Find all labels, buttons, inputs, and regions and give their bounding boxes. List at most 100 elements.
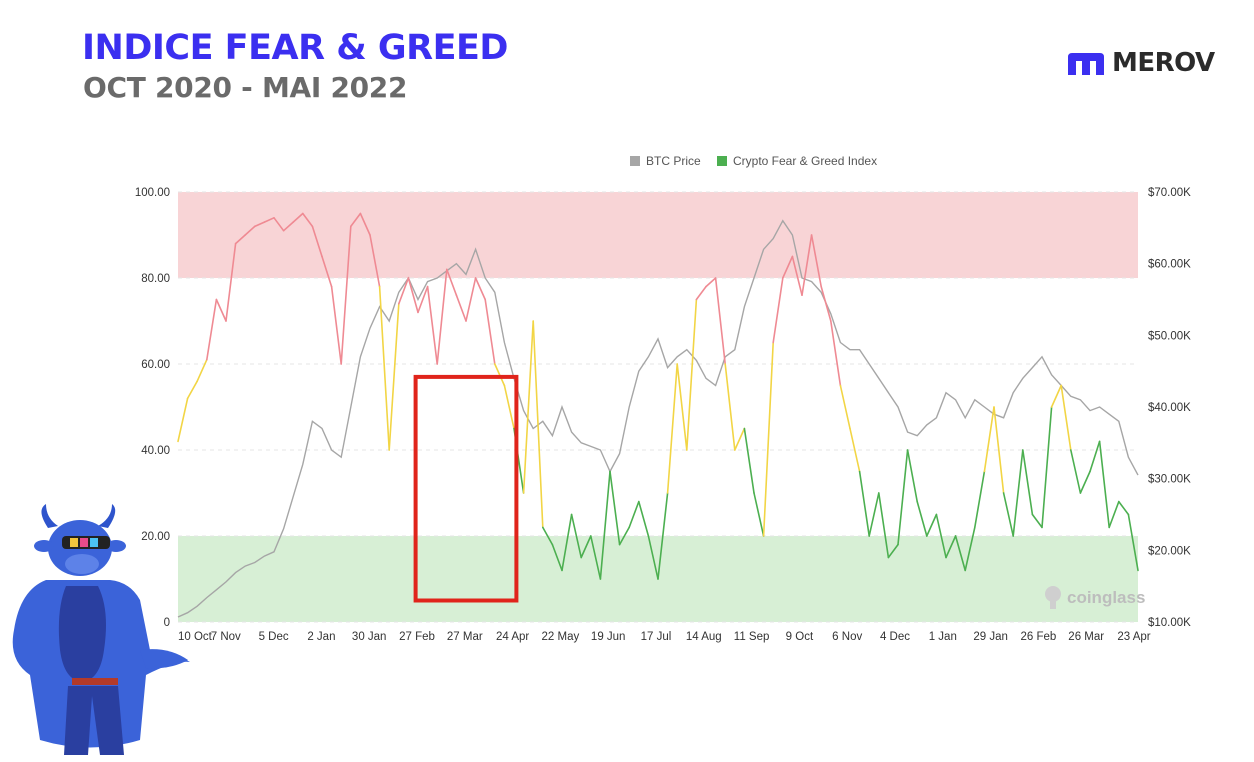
fear-greed-index-segment xyxy=(791,255,803,296)
fear-greed-index-segment xyxy=(695,285,707,301)
fear-greed-index-segment xyxy=(897,449,909,546)
fear-greed-index-segment xyxy=(465,277,477,322)
y-left-tick-label: 80.00 xyxy=(141,273,170,285)
x-tick-label: 26 Feb xyxy=(1020,631,1056,643)
y-right-tick-label: $20.00K xyxy=(1148,545,1191,557)
chart-lines xyxy=(177,212,1139,618)
fear-greed-index-segment xyxy=(1108,500,1120,529)
fear-greed-index-segment xyxy=(522,320,535,494)
x-tick-label: 1 Jan xyxy=(929,631,957,643)
fear-greed-chart: BTC Price Crypto Fear & Greed Index 100.… xyxy=(135,154,1191,643)
x-tick-label: 30 Jan xyxy=(352,631,387,643)
fear-greed-index-segment xyxy=(580,535,592,559)
fear-greed-index-segment xyxy=(705,277,717,288)
bull-arm-right xyxy=(140,649,188,669)
brand-logo: MEROV xyxy=(1066,48,1215,78)
fear-greed-index-segment xyxy=(474,277,487,301)
bull-horns xyxy=(41,504,116,528)
fear-greed-index-segment xyxy=(551,543,563,572)
x-tick-label: 4 Dec xyxy=(880,631,910,643)
x-tick-label: 29 Jan xyxy=(973,631,1008,643)
bull-lab-coat xyxy=(12,580,191,748)
fear-greed-index-segment xyxy=(436,268,448,365)
fear-greed-index-segment xyxy=(302,212,314,228)
fear-greed-index-segment xyxy=(676,363,688,451)
fear-greed-index-segment xyxy=(877,492,890,559)
x-tick-label: 11 Sep xyxy=(734,631,770,643)
fear-greed-index-segment xyxy=(906,449,919,503)
greed-zone-band xyxy=(178,192,1138,278)
fear-greed-index-segment xyxy=(954,535,967,572)
x-tick-label: 17 Jul xyxy=(641,631,672,643)
x-tick-label: 27 Mar xyxy=(447,631,483,643)
fear-greed-index-segment xyxy=(244,225,256,236)
fear-greed-index-segment xyxy=(829,320,842,387)
x-tick-label: 27 Feb xyxy=(399,631,435,643)
fear-greed-index-segment xyxy=(225,242,237,322)
fear-greed-index-segment xyxy=(541,526,554,546)
fear-greed-index-segment xyxy=(445,268,458,296)
bull-belt xyxy=(72,678,118,685)
x-tick-label: 10 Oct xyxy=(178,631,213,643)
fear-greed-index-segment xyxy=(234,234,246,245)
fear-greed-index-segment xyxy=(858,470,871,537)
fear-greed-index-segment xyxy=(964,526,976,572)
sunglasses-stripe-c xyxy=(90,538,98,547)
fear-greed-index-segment xyxy=(503,384,515,430)
fear-greed-index-segment xyxy=(570,513,583,559)
fear-greed-index-segment xyxy=(311,225,323,258)
fear-greed-index-segment xyxy=(493,363,506,387)
legend-label-btc: BTC Price xyxy=(646,154,701,168)
fear-greed-index-segment xyxy=(378,285,391,451)
fear-greed-index-segment xyxy=(810,234,823,288)
y-left-tick-label: 0 xyxy=(164,617,170,629)
y-right-tick-label: $50.00K xyxy=(1148,330,1191,342)
fear-greed-index-segment xyxy=(599,470,611,580)
fear-greed-index-segment xyxy=(647,535,659,580)
fear-greed-index-segment xyxy=(657,492,669,580)
fear-greed-index-segment xyxy=(196,358,208,382)
x-tick-label: 5 Dec xyxy=(259,631,289,643)
fear-greed-index-segment xyxy=(589,535,602,580)
fear-greed-index-segment xyxy=(618,526,631,546)
fear-greed-index-segment xyxy=(1127,513,1139,572)
fear-greed-index-segment xyxy=(359,212,371,236)
highlight-box xyxy=(413,374,519,603)
fear-greed-index-segment xyxy=(868,492,880,537)
y-left-tick-label: 40.00 xyxy=(141,445,170,457)
fear-greed-index-segment xyxy=(993,406,1005,494)
page-subtitle: OCT 2020 - MAI 2022 xyxy=(83,71,408,104)
x-tick-label: 23 Apr xyxy=(1117,631,1150,643)
fear-greed-index-segment xyxy=(1069,449,1082,494)
watermark: coinglass xyxy=(1045,586,1145,609)
fear-greed-index-segment xyxy=(916,500,928,537)
x-tick-label: 14 Aug xyxy=(686,631,722,643)
fear-greed-index-segment xyxy=(254,221,266,228)
bull-ear-right xyxy=(106,540,126,552)
brand-name: MEROV xyxy=(1112,48,1215,78)
fear-greed-index-segment xyxy=(733,427,746,451)
page-title: INDICE FEAR & GREED xyxy=(82,28,508,68)
fear-greed-index-segment xyxy=(388,303,400,451)
fear-greed-index-segment xyxy=(1079,470,1091,494)
fear-greed-index-segment xyxy=(397,277,410,305)
fear-greed-index-segment xyxy=(983,406,995,473)
y-left-tick-label: 60.00 xyxy=(141,359,170,371)
x-tick-label: 2 Jan xyxy=(307,631,335,643)
x-tick-label: 9 Oct xyxy=(786,631,814,643)
coinglass-icon xyxy=(1045,586,1061,602)
fear-greed-index-segment xyxy=(781,255,794,279)
fear-greed-index-segment xyxy=(925,513,938,537)
bull-snout xyxy=(65,554,99,574)
y-right-tick-label: $70.00K xyxy=(1148,187,1191,199)
fear-greed-index-segment xyxy=(484,298,496,365)
sunglasses-stripe-b xyxy=(80,538,88,547)
fear-greed-index-segment xyxy=(887,543,899,559)
fear-greed-index-segment xyxy=(321,255,333,288)
highlight-box-group xyxy=(413,374,519,603)
y-right-tick-label: $30.00K xyxy=(1148,474,1191,486)
fear-greed-index-segment xyxy=(973,470,986,529)
fear-greed-index-segment xyxy=(1002,492,1015,537)
chart-legend: BTC Price Crypto Fear & Greed Index xyxy=(630,154,877,168)
fear-greed-index-segment xyxy=(743,427,755,494)
